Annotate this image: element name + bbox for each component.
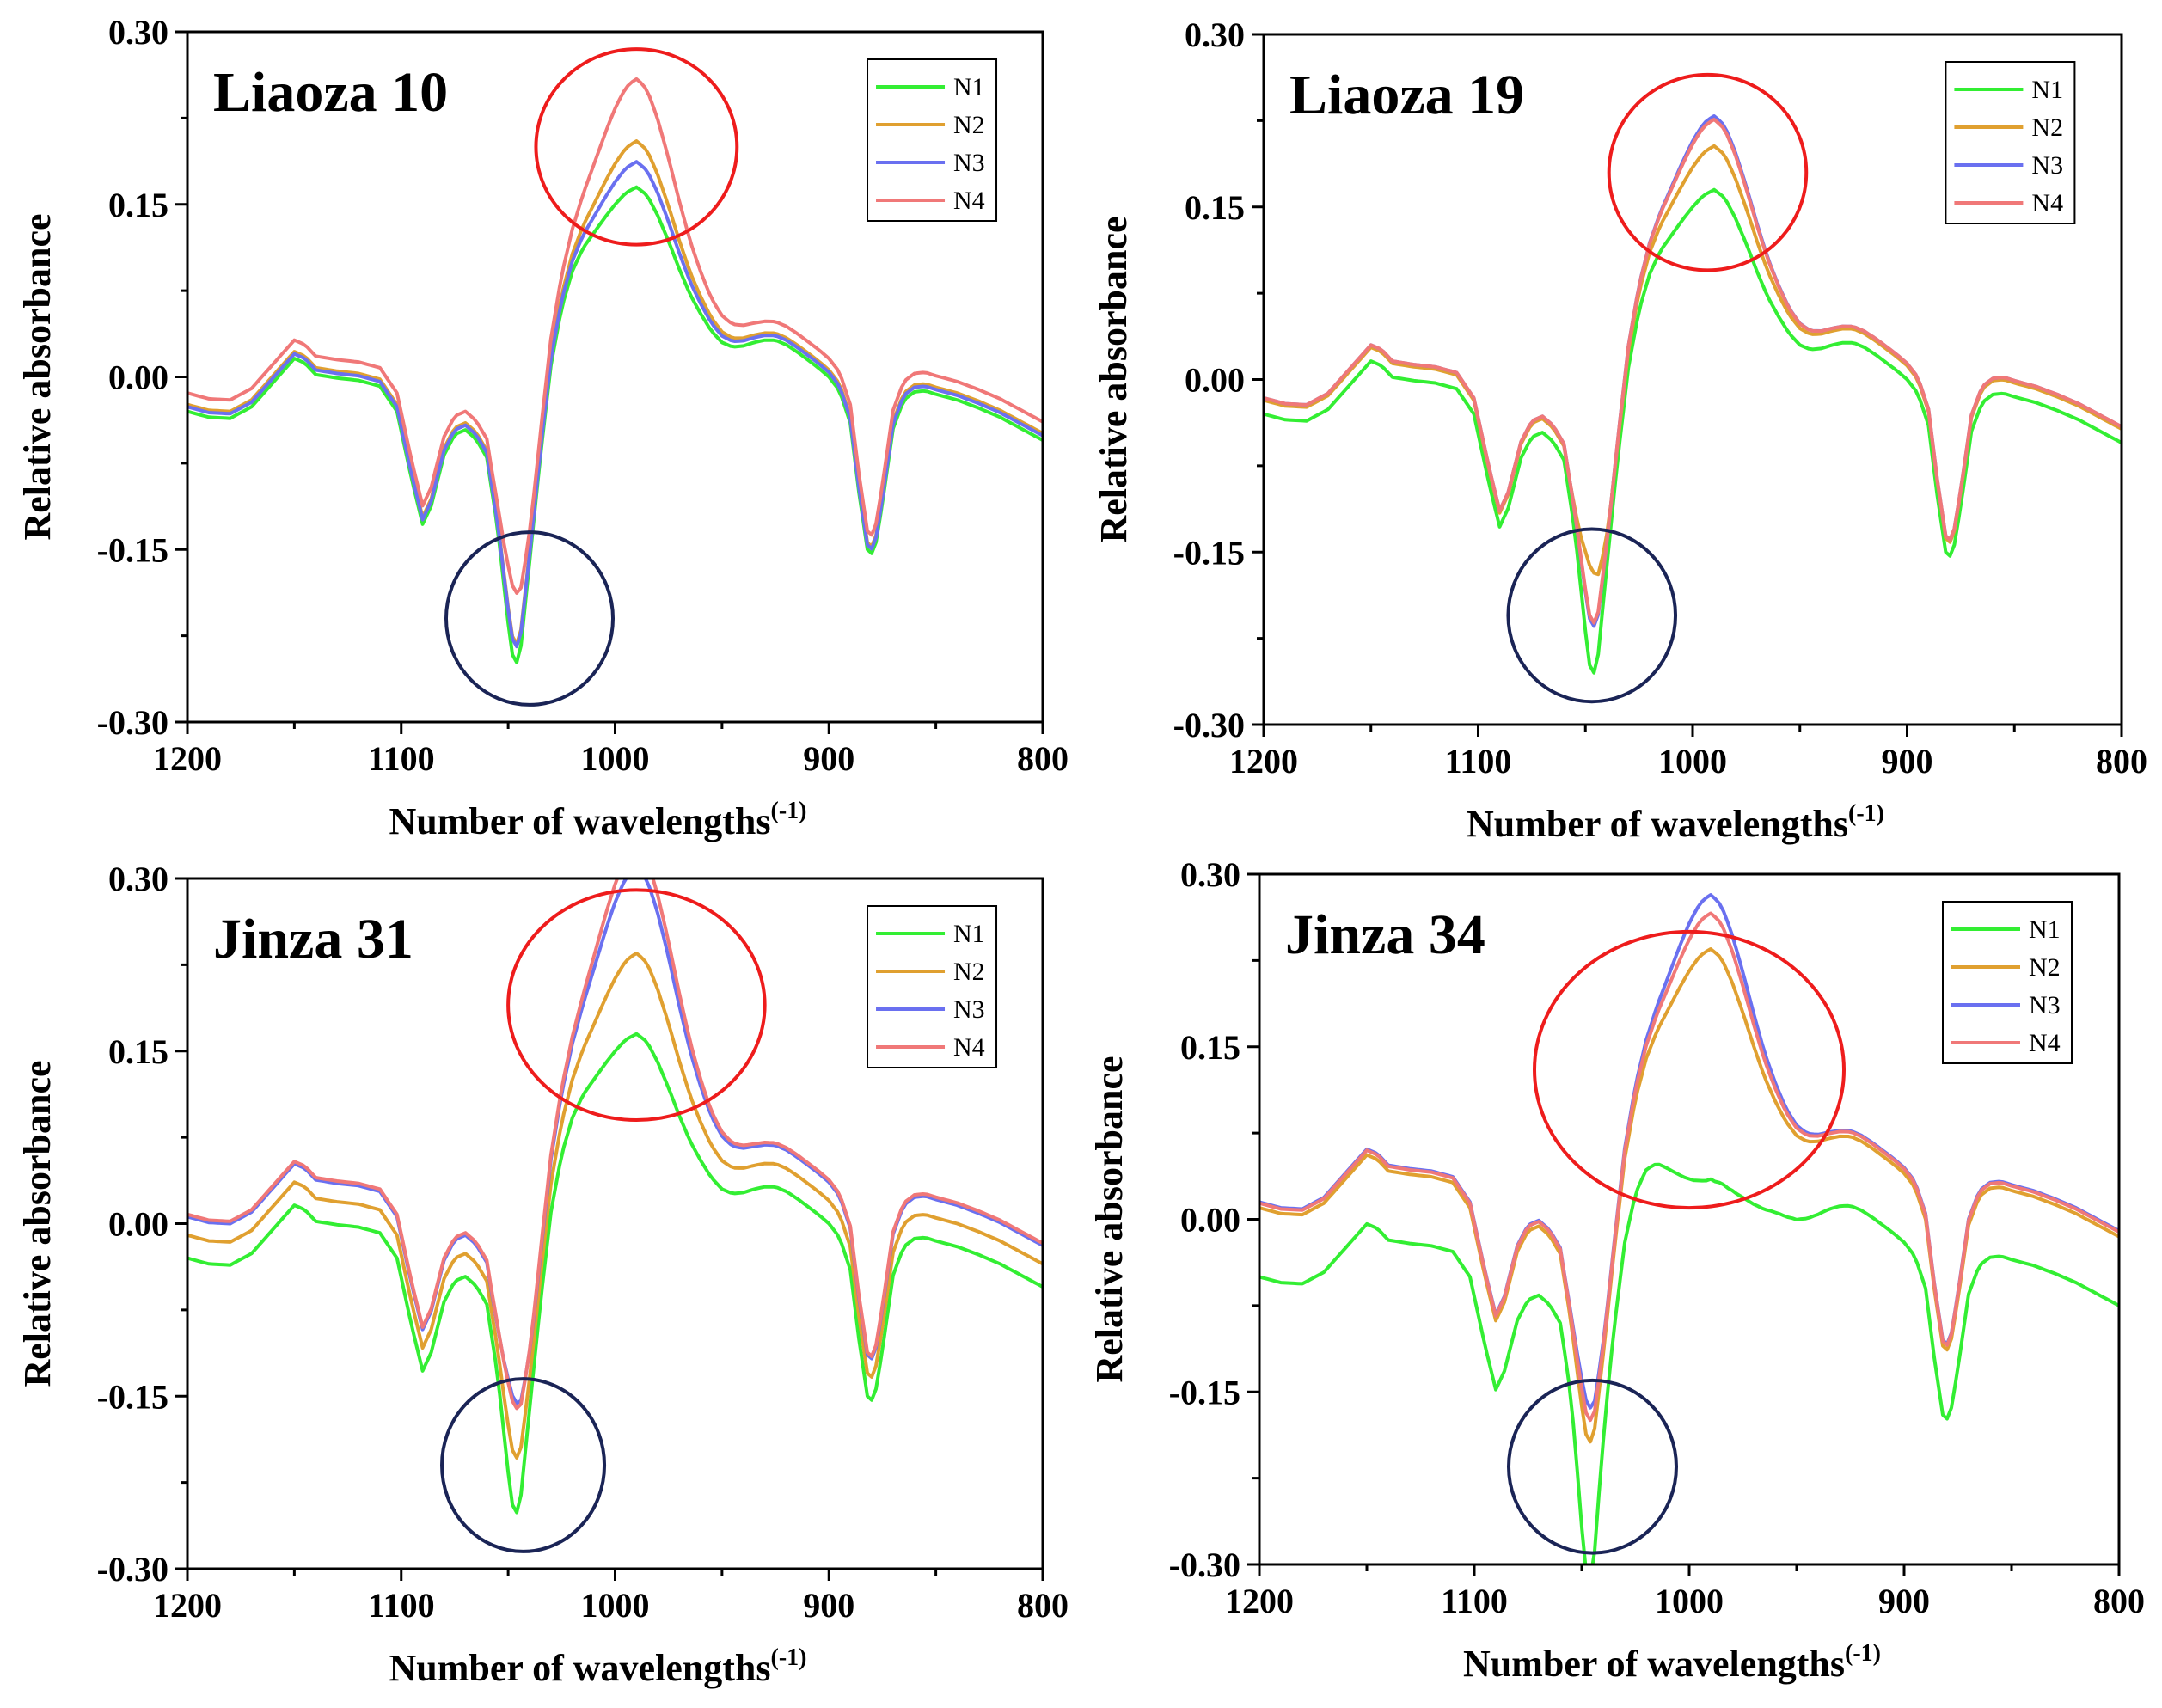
series-line-n4 [187, 878, 1043, 1411]
legend-label-n3: N3 [2031, 151, 2063, 180]
legend-label-n1: N1 [2029, 915, 2061, 944]
legend-label-n2: N2 [953, 958, 985, 986]
chart-panel-2: 1200 1100 1000 900 800 -0.30 -0.15 0.00 0.15 0.30… [1093, 15, 2147, 845]
legend-label-n1: N1 [953, 73, 985, 101]
x-tick-label: 1100 [1445, 742, 1512, 781]
y-tick-label: 0.30 [1185, 15, 1245, 54]
x-tick-label: 800 [2093, 1582, 2145, 1620]
legend-label-n4: N4 [953, 1033, 985, 1062]
y-axis-title: Relative absorbance [1088, 1056, 1130, 1382]
highlight-circle-red [1607, 72, 1809, 272]
y-tick-label: -0.30 [1169, 1546, 1240, 1584]
series-line-n3 [187, 160, 1043, 649]
series-line-n4 [187, 77, 1043, 595]
x-tick-label: 900 [1882, 742, 1933, 781]
highlight-circle-red [534, 47, 739, 247]
x-tick-label: 1000 [1655, 1582, 1724, 1620]
highlight-circle-navy [440, 1377, 607, 1553]
x-tick-label: 1000 [581, 1586, 650, 1625]
x-axis-title: Number of wavelengths(-1) [389, 798, 806, 842]
y-tick-label: -0.30 [97, 1550, 168, 1589]
x-tick-label: 1000 [581, 739, 650, 778]
series-line-n4 [1264, 118, 2122, 625]
y-tick-label: 0.30 [1180, 855, 1240, 894]
y-axis-title: Relative absorbance [16, 1060, 58, 1387]
x-axis-title: Number of wavelengths(-1) [389, 1644, 806, 1689]
legend-label-n2: N2 [2031, 113, 2063, 142]
y-tick-label: -0.15 [97, 530, 168, 569]
x-tick-label: 1100 [368, 1586, 435, 1625]
x-tick-label: 800 [1017, 739, 1069, 778]
legend-label-n3: N3 [953, 149, 985, 177]
x-tick-label: 900 [1878, 1582, 1930, 1620]
y-tick-label: -0.15 [97, 1377, 168, 1416]
panel-title: Liaoza 19 [1289, 64, 1524, 126]
series-line-n1 [187, 1032, 1043, 1515]
y-tick-label: 0.30 [108, 860, 168, 898]
series-lines [1259, 893, 2119, 1564]
x-tick-label: 1200 [1229, 742, 1298, 781]
panel-title: Jinza 34 [1285, 903, 1485, 966]
series-line-n4 [1259, 911, 2119, 1423]
x-tick-label: 1100 [368, 739, 435, 778]
series-line-n1 [1259, 1162, 2119, 1564]
x-tick-label: 1100 [1441, 1582, 1508, 1620]
series-line-n1 [1264, 187, 2122, 675]
x-tick-label: 1200 [153, 739, 222, 778]
y-tick-label: -0.15 [1169, 1373, 1240, 1411]
x-tick-label: 900 [803, 739, 854, 778]
chart-panel-3: 1200 1100 1000 900 800 -0.30 -0.15 0.00 0.15 0.30… [16, 860, 1069, 1689]
legend-label-n2: N2 [2029, 953, 2061, 982]
legend-label-n1: N1 [953, 920, 985, 948]
highlight-circle-red [506, 888, 767, 1123]
panel-title: Liaoza 10 [213, 61, 448, 124]
x-axis-title: Number of wavelengths(-1) [1463, 1640, 1881, 1685]
chart-panel-4: 1200 1100 1000 900 800 -0.30 -0.15 0.00 0.15 0.30… [1088, 855, 2145, 1685]
y-tick-label: 0.30 [108, 13, 168, 52]
y-tick-label: 0.15 [1180, 1028, 1240, 1067]
highlight-circle-navy [1506, 527, 1678, 704]
y-tick-label: 0.00 [1185, 361, 1245, 400]
x-tick-label: 1000 [1658, 742, 1727, 781]
chart-panel-1: 1200 1100 1000 900 800 -0.30 -0.15 0.00 0.15 0.30… [16, 13, 1069, 842]
legend-label-n4: N4 [2031, 189, 2063, 217]
y-axis-title: Relative absorbance [1093, 216, 1135, 542]
highlight-circle-red [1533, 929, 1846, 1210]
y-tick-label: -0.30 [97, 703, 168, 742]
highlight-circle-navy [444, 530, 616, 707]
x-tick-label: 800 [2096, 742, 2147, 781]
legend-label-n4: N4 [953, 187, 985, 215]
legend-label-n3: N3 [2029, 991, 2061, 1019]
series-lines [187, 77, 1043, 664]
y-axis-title: Relative absorbance [16, 213, 58, 540]
legend-label-n1: N1 [2031, 76, 2063, 104]
series-lines [187, 878, 1043, 1515]
y-tick-label: 0.00 [108, 1205, 168, 1244]
x-tick-label: 900 [803, 1586, 854, 1625]
highlight-circle-navy [1507, 1378, 1678, 1555]
series-line-n1 [187, 185, 1043, 664]
y-tick-label: 0.00 [108, 358, 168, 397]
y-tick-label: 0.00 [1180, 1201, 1240, 1240]
legend-label-n4: N4 [2029, 1029, 2061, 1057]
x-tick-label: 800 [1017, 1586, 1069, 1625]
series-line-n2 [187, 952, 1043, 1460]
y-tick-label: -0.30 [1173, 706, 1245, 744]
y-tick-label: -0.15 [1173, 533, 1245, 572]
legend-label-n3: N3 [953, 995, 985, 1024]
x-axis-title: Number of wavelengths(-1) [1467, 800, 1884, 845]
y-tick-label: 0.15 [108, 186, 168, 224]
y-tick-label: 0.15 [1185, 188, 1245, 227]
x-tick-label: 1200 [1225, 1582, 1294, 1620]
series-lines [1264, 114, 2122, 675]
x-tick-label: 1200 [153, 1586, 222, 1625]
legend-label-n2: N2 [953, 111, 985, 139]
y-tick-label: 0.15 [108, 1032, 168, 1071]
panel-title: Jinza 31 [213, 908, 413, 970]
